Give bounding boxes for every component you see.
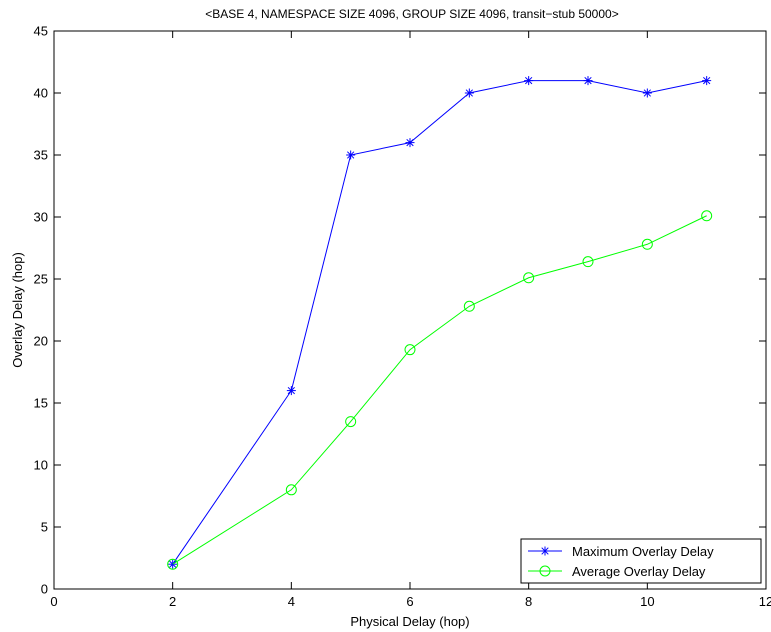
data-point <box>168 559 178 569</box>
x-tick-label: 8 <box>525 594 532 609</box>
marker-stroke <box>406 138 414 147</box>
data-point <box>404 344 416 356</box>
marker-stroke <box>525 76 533 85</box>
data-point <box>523 272 535 284</box>
plot-frame <box>53 30 767 590</box>
legend-label: Maximum Overlay Delay <box>572 544 714 559</box>
y-tick-label: 5 <box>41 520 48 535</box>
chart-title: <BASE 4, NAMESPACE SIZE 4096, GROUP SIZE… <box>205 7 618 21</box>
y-axis-label: Overlay Delay (hop) <box>10 252 25 368</box>
marker-stroke <box>465 89 473 97</box>
y-tick-label: 35 <box>34 148 48 163</box>
marker-stroke <box>643 89 651 97</box>
x-tick-label: 2 <box>169 594 176 609</box>
data-point <box>167 558 179 570</box>
legend-marker <box>539 565 551 577</box>
y-tick-label: 45 <box>34 24 48 39</box>
data-point <box>464 88 474 98</box>
data-point <box>641 238 653 250</box>
series-average-overlay-delay <box>167 210 713 570</box>
x-tick-label: 6 <box>406 594 413 609</box>
x-tick-label: 10 <box>640 594 654 609</box>
marker-stroke <box>287 386 295 395</box>
series-layer <box>167 76 713 570</box>
marker-stroke <box>347 151 355 159</box>
data-point <box>463 300 475 312</box>
data-point <box>286 386 296 396</box>
marker-stroke <box>584 76 592 85</box>
y-tick-label: 0 <box>41 582 48 597</box>
marker-stroke <box>169 560 177 568</box>
x-axis-label: Physical Delay (hop) <box>350 614 469 629</box>
marker-stroke <box>541 547 549 555</box>
legend-entry: Maximum Overlay Delay <box>528 544 714 559</box>
legend-box <box>520 538 762 584</box>
y-tick-label: 20 <box>34 334 48 349</box>
x-tick-label: 4 <box>288 594 295 609</box>
data-point <box>582 256 594 268</box>
y-tick-label: 40 <box>34 86 48 101</box>
data-point <box>346 150 356 160</box>
y-tick-label: 30 <box>34 210 48 225</box>
x-tick-label: 0 <box>50 594 57 609</box>
data-point <box>345 416 357 428</box>
legend-label: Average Overlay Delay <box>572 564 706 579</box>
data-point <box>701 210 713 222</box>
data-point <box>702 76 712 86</box>
series-maximum-overlay-delay <box>168 76 712 569</box>
y-tick-label: 25 <box>34 272 48 287</box>
legend-marker <box>540 546 550 556</box>
legend: Maximum Overlay Delay Average Overlay Del… <box>520 538 762 584</box>
y-tick-label: 10 <box>34 458 48 473</box>
data-point <box>583 76 593 86</box>
marker-stroke <box>703 76 711 85</box>
data-point <box>524 76 534 86</box>
data-point <box>405 138 415 148</box>
legend-entry: Average Overlay Delay <box>528 564 706 579</box>
x-tick-label: 12 <box>759 594 771 609</box>
series-line <box>172 215 707 565</box>
data-point <box>642 88 652 98</box>
data-point <box>285 484 297 496</box>
y-tick-label: 15 <box>34 396 48 411</box>
